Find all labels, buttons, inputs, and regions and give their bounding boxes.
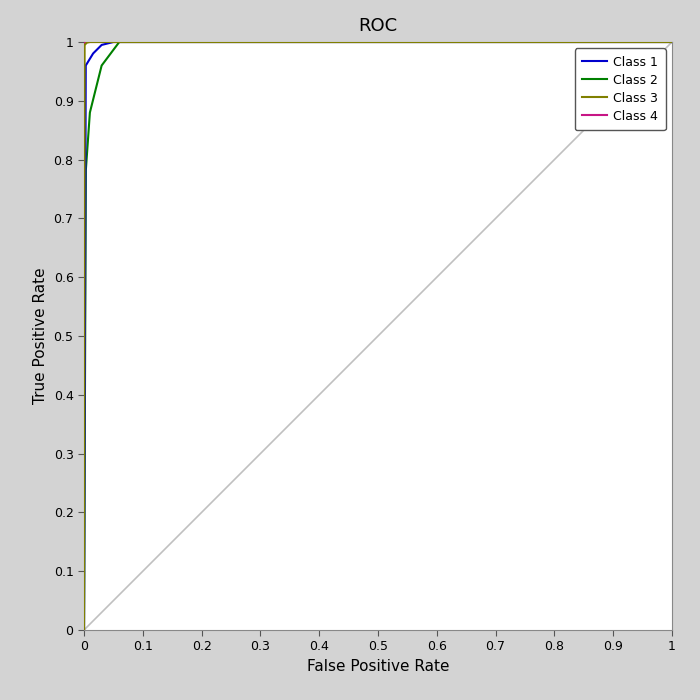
Class 2	[89, 97, 97, 105]
Class 3	[80, 287, 88, 295]
Line: Class 1: Class 1	[84, 42, 672, 630]
Class 1	[82, 62, 90, 70]
Line: Class 2: Class 2	[84, 42, 672, 630]
Class 3	[584, 38, 593, 46]
Class 2	[115, 38, 123, 46]
Class 2	[81, 216, 90, 224]
Class 4	[80, 626, 88, 634]
Class 4	[668, 38, 676, 46]
Class 1	[474, 38, 482, 46]
Class 4	[80, 38, 88, 46]
Class 2	[487, 38, 496, 46]
X-axis label: False Positive Rate: False Positive Rate	[307, 659, 449, 674]
Class 2	[668, 38, 676, 46]
Class 1	[109, 38, 118, 46]
Class 3	[216, 38, 225, 46]
Class 3	[81, 40, 90, 48]
Class 3	[85, 38, 94, 46]
Class 1	[97, 41, 106, 49]
Class 3	[83, 38, 91, 47]
Class 3	[145, 38, 153, 46]
Line: Class 3: Class 3	[84, 42, 672, 630]
Y-axis label: True Positive Rate: True Positive Rate	[33, 267, 48, 405]
Class 3	[80, 626, 88, 634]
Class 1	[108, 38, 117, 46]
Class 1	[383, 38, 391, 46]
Class 3	[668, 38, 676, 46]
Class 2	[91, 86, 99, 94]
Title: ROC: ROC	[358, 17, 398, 35]
Class 1	[80, 626, 88, 634]
Legend: Class 1, Class 2, Class 3, Class 4: Class 1, Class 2, Class 3, Class 4	[575, 48, 666, 130]
Class 4	[80, 38, 89, 46]
Class 1	[101, 40, 109, 48]
Line: Class 4: Class 4	[84, 42, 672, 630]
Class 1	[668, 38, 676, 46]
Class 2	[80, 626, 88, 634]
Class 2	[80, 626, 88, 634]
Class 2	[97, 63, 106, 71]
